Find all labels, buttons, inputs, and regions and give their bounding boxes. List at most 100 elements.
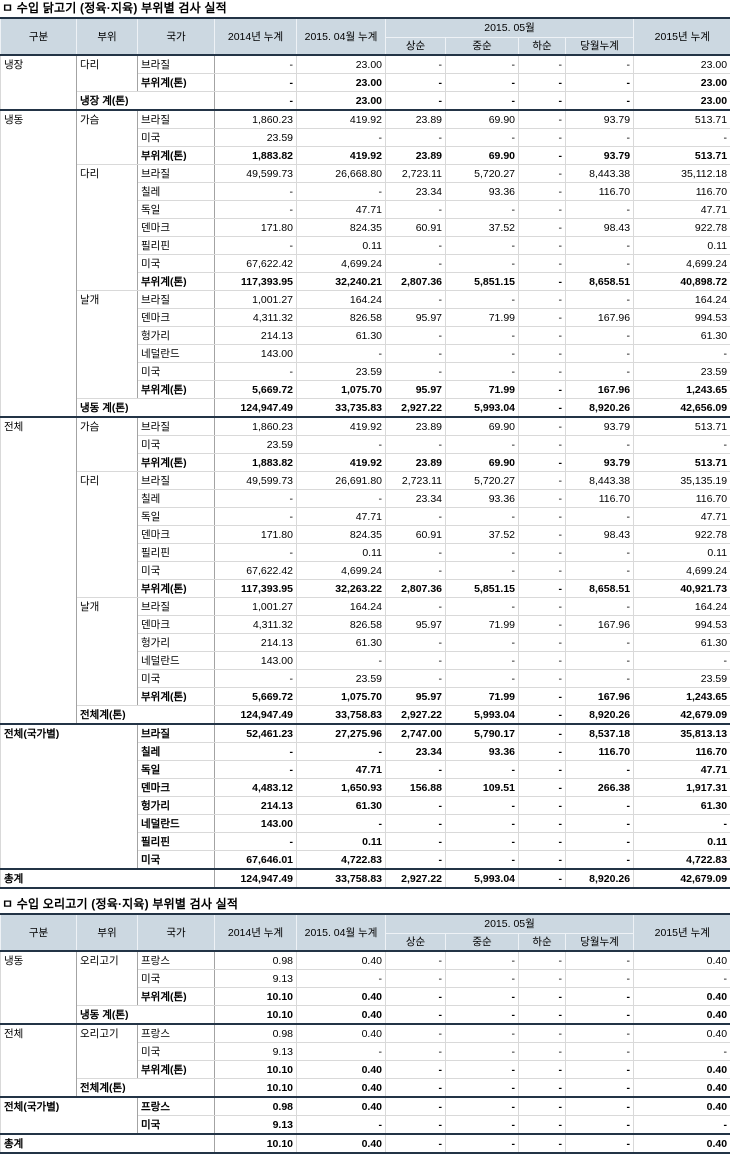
value-cell: 419.92 [297, 417, 386, 436]
value-cell: 1,243.65 [634, 381, 730, 399]
row-label: 덴마크 [138, 309, 215, 327]
row-label: 미국 [138, 255, 215, 273]
value-cell: 47.71 [634, 508, 730, 526]
value-cell: - [519, 165, 566, 183]
row-label: 덴마크 [138, 779, 215, 797]
value-cell: - [566, 1024, 634, 1043]
value-cell: - [519, 417, 566, 436]
value-cell: 37.52 [446, 526, 519, 544]
value-cell: 23.00 [297, 92, 386, 111]
duck-report-section: ㅁ 수입 오리고기 (정육·지육) 부위별 검사 실적 구분 부위 국가 201… [0, 896, 730, 1154]
value-cell: 117,393.95 [215, 580, 297, 598]
value-cell: - [519, 291, 566, 309]
row-label: 부위계(톤) [138, 273, 215, 291]
value-cell: 93.36 [446, 743, 519, 761]
value-cell: - [446, 634, 519, 652]
value-cell: - [297, 436, 386, 454]
value-cell: 9.13 [215, 1043, 297, 1061]
value-cell: - [566, 1116, 634, 1135]
row-label: 총계 [1, 869, 215, 888]
row-label: 전체(국가별) [1, 1097, 138, 1134]
value-cell: 0.40 [634, 1134, 730, 1153]
value-cell: - [446, 562, 519, 580]
value-cell: - [519, 851, 566, 870]
col-header-gubun: 구분 [1, 914, 77, 951]
value-cell: - [446, 670, 519, 688]
value-cell: - [446, 237, 519, 255]
value-cell: - [566, 544, 634, 562]
value-cell: - [386, 951, 446, 970]
value-cell: - [519, 273, 566, 291]
value-cell: - [446, 129, 519, 147]
value-cell: 164.24 [634, 291, 730, 309]
value-cell: 52,461.23 [215, 724, 297, 743]
value-cell: 4,699.24 [634, 562, 730, 580]
value-cell: 23.00 [634, 74, 730, 92]
value-cell: 93.36 [446, 490, 519, 508]
value-cell: - [519, 544, 566, 562]
value-cell: 35,813.13 [634, 724, 730, 743]
value-cell: - [566, 1043, 634, 1061]
value-cell: 0.40 [634, 1006, 730, 1025]
value-cell: - [386, 1024, 446, 1043]
value-cell: - [519, 670, 566, 688]
value-cell: - [446, 255, 519, 273]
value-cell: - [386, 237, 446, 255]
value-cell: - [519, 1061, 566, 1079]
value-cell: - [566, 1134, 634, 1153]
row-label: 전체(국가별) [1, 724, 138, 869]
value-cell: - [386, 761, 446, 779]
row-label: 브라질 [138, 472, 215, 490]
value-cell: 23.34 [386, 743, 446, 761]
value-cell: 4,311.32 [215, 309, 297, 327]
value-cell: - [446, 363, 519, 381]
value-cell: - [519, 1043, 566, 1061]
value-cell: - [215, 74, 297, 92]
value-cell: - [446, 1006, 519, 1025]
value-cell: 824.35 [297, 219, 386, 237]
row-label: 칠레 [138, 743, 215, 761]
value-cell: 2,723.11 [386, 472, 446, 490]
value-cell: - [519, 616, 566, 634]
value-cell: - [215, 237, 297, 255]
value-cell: 23.89 [386, 454, 446, 472]
row-label: 미국 [138, 970, 215, 988]
value-cell: 214.13 [215, 797, 297, 815]
value-cell: - [386, 544, 446, 562]
value-cell: 61.30 [297, 797, 386, 815]
value-cell: - [386, 833, 446, 851]
value-cell: 10.10 [215, 1006, 297, 1025]
value-cell: 4,483.12 [215, 779, 297, 797]
value-cell: - [446, 327, 519, 345]
value-cell: 98.43 [566, 219, 634, 237]
row-label: 다리 [77, 55, 138, 92]
row-label: 필리핀 [138, 833, 215, 851]
value-cell: 69.90 [446, 147, 519, 165]
value-cell: - [566, 291, 634, 309]
value-cell: 156.88 [386, 779, 446, 797]
value-cell: 266.38 [566, 779, 634, 797]
value-cell: 61.30 [297, 327, 386, 345]
value-cell: - [566, 951, 634, 970]
value-cell: 23.59 [297, 363, 386, 381]
row-label: 필리핀 [138, 237, 215, 255]
value-cell: - [634, 345, 730, 363]
value-cell: 167.96 [566, 688, 634, 706]
value-cell: 124,947.49 [215, 706, 297, 725]
value-cell: - [519, 1079, 566, 1098]
value-cell: 61.30 [634, 797, 730, 815]
col-header-201504-total: 2015. 04월 누계 [297, 18, 386, 55]
value-cell: - [446, 201, 519, 219]
row-label: 독일 [138, 761, 215, 779]
row-label: 냉동 [1, 110, 77, 417]
row-label: 냉동 [1, 951, 77, 1024]
value-cell: - [566, 988, 634, 1006]
value-cell: - [386, 74, 446, 92]
value-cell: - [446, 970, 519, 988]
value-cell: - [297, 743, 386, 761]
value-cell: 419.92 [297, 454, 386, 472]
chicken-table: 구분 부위 국가 2014년 누계 2015. 04월 누계 2015. 05월… [0, 17, 730, 889]
value-cell: 93.79 [566, 454, 634, 472]
value-cell: 93.79 [566, 110, 634, 129]
value-cell: - [519, 255, 566, 273]
